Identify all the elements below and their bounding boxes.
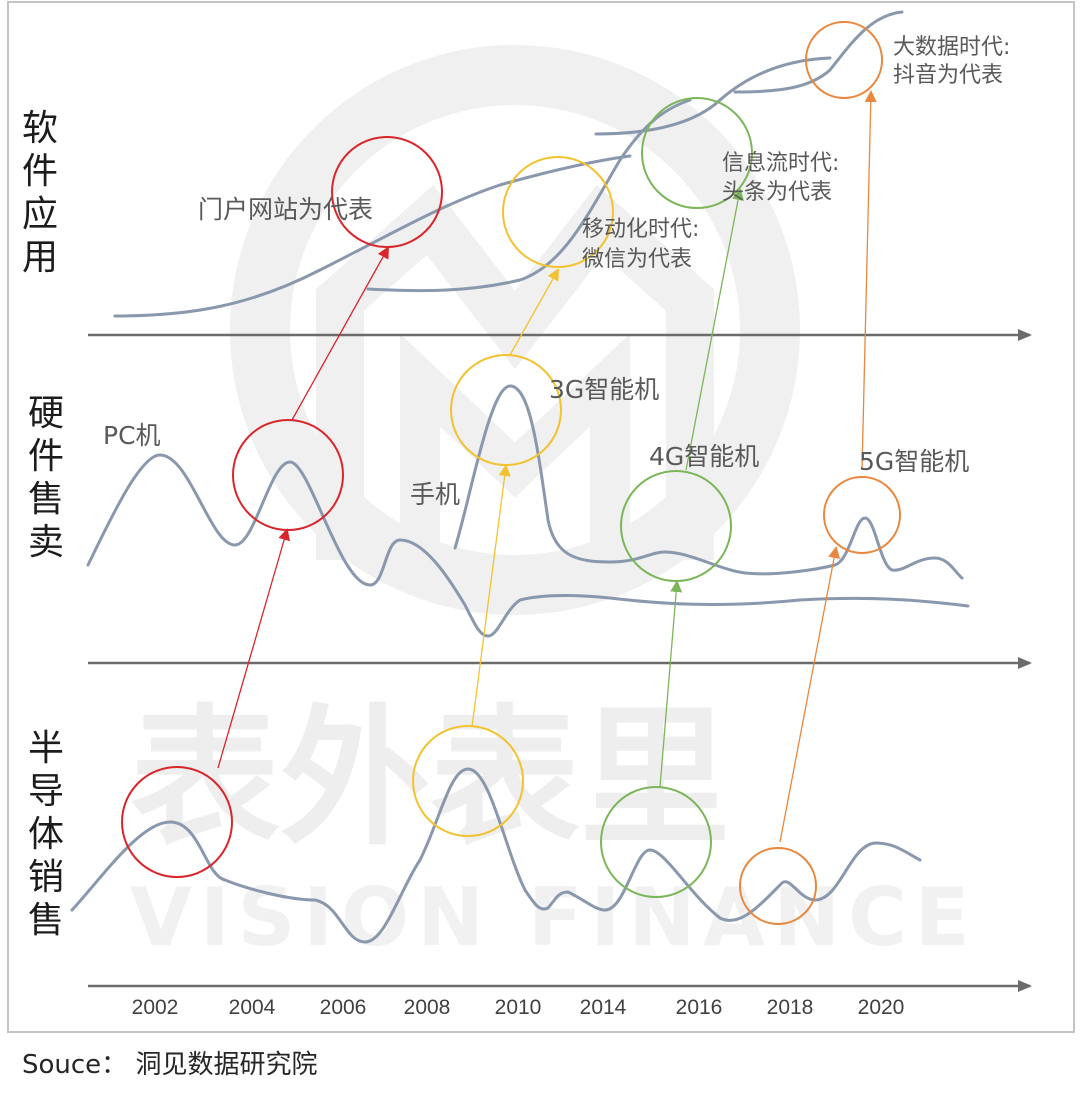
year-label: 2008: [404, 996, 451, 1019]
arrow-yellow-hw-to-sw: [509, 268, 559, 356]
row-label-char: 销: [28, 857, 64, 898]
row-label-char: 卖: [28, 522, 64, 563]
row-label-char: 体: [28, 814, 64, 855]
diagram-canvas: 表外表里 VISION FINANCE 软 件 应 用 硬 件 售 卖 半 导 …: [22, 10, 1032, 1019]
row-label-char: 件: [22, 151, 58, 192]
annotation-feed-line1: 信息流时代:: [722, 151, 839, 176]
year-label: 2002: [132, 996, 179, 1019]
row-label-char: 用: [22, 237, 58, 278]
year-label: 2010: [495, 996, 542, 1019]
circle-red-semiconductor: [121, 766, 233, 878]
circle-green-semiconductor: [600, 786, 712, 898]
row-label-char: 导: [28, 771, 64, 812]
circle-red-hardware: [232, 419, 344, 531]
arrow-red-hw-to-sw: [291, 246, 389, 421]
circle-orange-semiconductor: [739, 847, 817, 925]
software-curve-bigdata: [733, 10, 904, 94]
circle-green-software: [641, 97, 753, 209]
software-curve-feed: [594, 56, 832, 136]
software-curve-mobile: [366, 98, 692, 293]
annotation-3g: 3G智能机: [549, 375, 659, 404]
hardware-curve-pc: [86, 453, 970, 638]
annotation-mobile-line1: 移动化时代:: [582, 217, 699, 242]
watermark-english: VISION FINANCE: [130, 871, 977, 964]
circle-yellow-hardware: [450, 354, 562, 466]
year-label: 2018: [767, 996, 814, 1019]
annotation-5g: 5G智能机: [859, 447, 969, 476]
row-label-char: 半: [28, 728, 64, 769]
row-label-hardware: 硬 件 售 卖: [28, 393, 64, 563]
software-curve-portal: [113, 154, 632, 318]
annotation-mobile-line2: 微信为代表: [582, 247, 692, 272]
hardware-curve-phone: [453, 384, 964, 580]
annotation-bigdata-line2: 抖音为代表: [893, 63, 1003, 88]
row-label-char: 硬: [28, 393, 64, 434]
row-label-semiconductor: 半 导 体 销 售: [28, 728, 64, 941]
annotation-4g: 4G智能机: [649, 442, 759, 471]
circle-yellow-software: [502, 156, 614, 268]
source-caption: Souce： 洞见数据研究院: [22, 1050, 318, 1080]
circle-green-hardware: [620, 470, 732, 582]
row-label-char: 售: [28, 900, 64, 941]
row-label-char: 件: [28, 436, 64, 477]
arrow-red-semi-to-hw: [217, 528, 290, 769]
arrow-yellow-semi-to-hw: [471, 464, 511, 728]
year-labels: 2002 2004 2006 2008 2010 2014 2016 2018 …: [132, 996, 905, 1019]
watermark-logo: [230, 45, 800, 615]
row-label-char: 售: [28, 479, 64, 520]
arrow-green-semi-to-hw: [659, 580, 683, 788]
annotation-pc: PC机: [103, 421, 161, 450]
circle-yellow-semiconductor: [412, 725, 524, 837]
arrow-orange-semi-to-hw: [779, 546, 841, 843]
circle-orange-hardware: [823, 476, 901, 554]
annotation-feed-line2: 头条为代表: [722, 180, 832, 205]
row-label-software: 软 件 应 用: [22, 108, 58, 278]
year-label: 2020: [858, 996, 905, 1019]
semiconductor-curve: [70, 767, 922, 944]
circle-red-software: [331, 136, 443, 248]
figure-frame: [7, 1, 1075, 1033]
row-label-char: 软: [22, 108, 58, 149]
annotation-phone: 手机: [410, 480, 460, 509]
arrow-orange-hw-to-sw: [861, 90, 877, 471]
year-label: 2004: [229, 996, 276, 1019]
circle-orange-software: [805, 21, 883, 99]
arrow-green-hw-to-sw: [685, 188, 744, 471]
year-label: 2014: [580, 996, 627, 1019]
annotation-portal: 门户网站为代表: [198, 195, 373, 224]
annotation-bigdata-line1: 大数据时代:: [893, 35, 1010, 60]
year-label: 2016: [676, 996, 723, 1019]
row-label-char: 应: [22, 194, 58, 235]
year-label: 2006: [320, 996, 367, 1019]
